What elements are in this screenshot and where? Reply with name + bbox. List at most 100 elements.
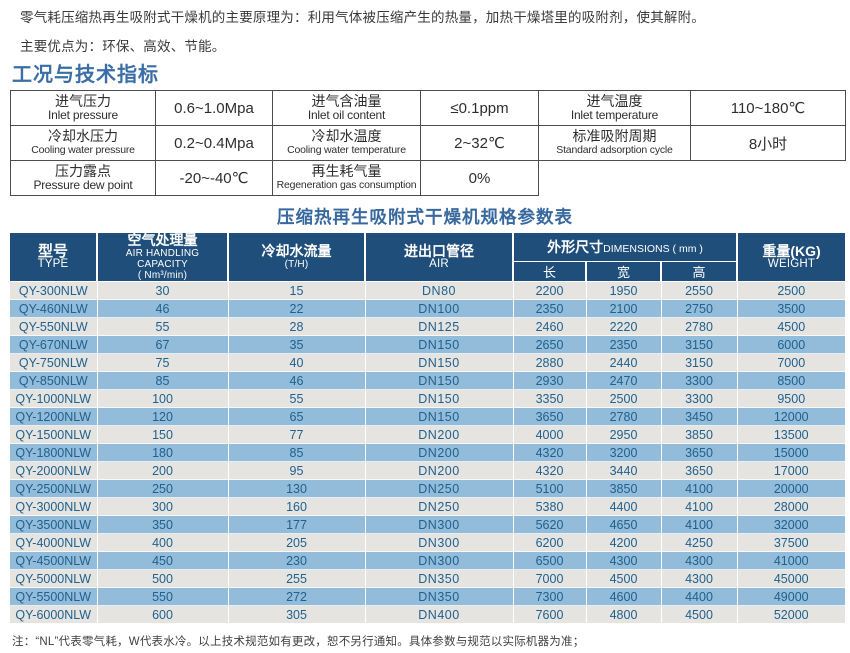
table-row: QY-750NLW 75 40 DN150 2880 2440 3150 7000 bbox=[10, 353, 845, 372]
table-row: QY-1500NLW 150 77 DN200 4000 2950 3850 13500 bbox=[10, 425, 845, 444]
cell: 3500 bbox=[736, 299, 845, 318]
spec-label: 进气含油量 Inlet oil content bbox=[272, 90, 421, 126]
spec-value: 2~32℃ bbox=[420, 125, 539, 161]
cell: QY-5500NLW bbox=[10, 587, 97, 606]
cell: 150 bbox=[96, 425, 228, 444]
cell: 3440 bbox=[585, 461, 661, 480]
table-row: QY-670NLW 67 35 DN150 2650 2350 3150 6000 bbox=[10, 335, 845, 354]
cell: 3850 bbox=[585, 479, 661, 498]
spec-parameters-table: 型号 TYPE 空气处理量 AIR HANDLING CAPACITY ( Nm… bbox=[10, 233, 845, 623]
cell: 2880 bbox=[512, 353, 586, 372]
cell: QY-4000NLW bbox=[10, 533, 97, 552]
cell: 85 bbox=[96, 371, 228, 390]
cell: QY-850NLW bbox=[10, 371, 97, 390]
col-header-width: 宽 bbox=[585, 261, 661, 283]
cell: 3300 bbox=[660, 371, 737, 390]
cell: DN200 bbox=[364, 461, 513, 480]
table-row: QY-3000NLW 300 160 DN250 5380 4400 4100 28000 bbox=[10, 497, 845, 516]
cell: 100 bbox=[96, 389, 228, 408]
spec-value: 0.6~1.0Mpa bbox=[155, 90, 273, 126]
cell: 4100 bbox=[660, 479, 737, 498]
cell: 160 bbox=[227, 497, 365, 516]
cell: 177 bbox=[227, 515, 365, 534]
spec-value: 8小时 bbox=[690, 125, 846, 161]
cell: 4320 bbox=[512, 461, 586, 480]
cell: 1950 bbox=[585, 281, 661, 300]
spec-label: 再生耗气量 Regeneration gas consumption bbox=[272, 160, 421, 196]
cell: 3150 bbox=[660, 353, 737, 372]
cell: 41000 bbox=[736, 551, 845, 570]
cell: DN150 bbox=[364, 335, 513, 354]
cell: 46 bbox=[227, 371, 365, 390]
cell: 4200 bbox=[585, 533, 661, 552]
cell: DN250 bbox=[364, 497, 513, 516]
cell: 2550 bbox=[660, 281, 737, 300]
cell: 5620 bbox=[512, 515, 586, 534]
table-row: QY-4000NLW 400 205 DN300 6200 4200 4250 37500 bbox=[10, 533, 845, 552]
cell: 28000 bbox=[736, 497, 845, 516]
cell: 7000 bbox=[512, 569, 586, 588]
cell: 205 bbox=[227, 533, 365, 552]
section-title: 工况与技术指标 bbox=[12, 64, 159, 86]
col-header-length: 长 bbox=[512, 261, 586, 283]
cell: QY-5000NLW bbox=[10, 569, 97, 588]
spec-label: 进气压力 Inlet pressure bbox=[10, 90, 156, 126]
cell: 55 bbox=[227, 389, 365, 408]
cell: DN150 bbox=[364, 353, 513, 372]
empty-cell bbox=[538, 160, 691, 196]
cell: 37500 bbox=[736, 533, 845, 552]
cell: 272 bbox=[227, 587, 365, 606]
table-row: 冷却水压力 Cooling water pressure 0.2~0.4Mpa … bbox=[10, 125, 846, 161]
spec-label: 冷却水压力 Cooling water pressure bbox=[10, 125, 156, 161]
cell: 400 bbox=[96, 533, 228, 552]
cell: 4500 bbox=[585, 569, 661, 588]
cell: 4500 bbox=[736, 317, 845, 336]
cell: 35 bbox=[227, 335, 365, 354]
cell: DN350 bbox=[364, 587, 513, 606]
cell: QY-750NLW bbox=[10, 353, 97, 372]
cell: 3450 bbox=[660, 407, 737, 426]
cell: 7000 bbox=[736, 353, 845, 372]
cell: 4300 bbox=[585, 551, 661, 570]
cell: 305 bbox=[227, 605, 365, 623]
table-row: QY-300NLW 30 15 DN80 2200 1950 2550 2500 bbox=[10, 281, 845, 300]
table-row: QY-2500NLW 250 130 DN250 5100 3850 4100 20000 bbox=[10, 479, 845, 498]
cell: 45000 bbox=[736, 569, 845, 588]
cell: 49000 bbox=[736, 587, 845, 606]
cell: 65 bbox=[227, 407, 365, 426]
cell: 4400 bbox=[660, 587, 737, 606]
table-row: QY-3500NLW 350 177 DN300 5620 4650 4100 32000 bbox=[10, 515, 845, 534]
header-row-1: 型号 TYPE 空气处理量 AIR HANDLING CAPACITY ( Nm… bbox=[10, 233, 845, 282]
table-body: QY-300NLW 30 15 DN80 2200 1950 2550 2500 QY-460N… bbox=[10, 281, 845, 623]
cell: 17000 bbox=[736, 461, 845, 480]
cell: 120 bbox=[96, 407, 228, 426]
cell: 4600 bbox=[585, 587, 661, 606]
table-row: QY-1200NLW 120 65 DN150 3650 2780 3450 12000 bbox=[10, 407, 845, 426]
cell: 2100 bbox=[585, 299, 661, 318]
cell: QY-4500NLW bbox=[10, 551, 97, 570]
cell: 255 bbox=[227, 569, 365, 588]
col-header-dimensions: 外形尺寸DIMENSIONS ( mm ) bbox=[512, 233, 737, 262]
cell: QY-3000NLW bbox=[10, 497, 97, 516]
cell: 2350 bbox=[512, 299, 586, 318]
cell: 2780 bbox=[660, 317, 737, 336]
table-row: QY-850NLW 85 46 DN150 2930 2470 3300 8500 bbox=[10, 371, 845, 390]
cell: 3850 bbox=[660, 425, 737, 444]
cell: 15000 bbox=[736, 443, 845, 462]
cell: 30 bbox=[96, 281, 228, 300]
cell: 3300 bbox=[660, 389, 737, 408]
spec-label: 压力露点 Pressure dew point bbox=[10, 160, 156, 196]
cell: DN250 bbox=[364, 479, 513, 498]
cell: DN150 bbox=[364, 371, 513, 390]
cell: 130 bbox=[227, 479, 365, 498]
spec-value: 110~180℃ bbox=[690, 90, 846, 126]
intro-line-2: 主要优点为：环保、高效、节能。 bbox=[20, 39, 226, 54]
cell: 13500 bbox=[736, 425, 845, 444]
cell: 450 bbox=[96, 551, 228, 570]
footnote: 注：“NL”代表零气耗，W代表水冷。以上技术规范如有更改，恕不另行通知。具体参数… bbox=[12, 636, 585, 648]
cell: 350 bbox=[96, 515, 228, 534]
cell: 28 bbox=[227, 317, 365, 336]
cell: 200 bbox=[96, 461, 228, 480]
cell: QY-1000NLW bbox=[10, 389, 97, 408]
cell: 2780 bbox=[585, 407, 661, 426]
